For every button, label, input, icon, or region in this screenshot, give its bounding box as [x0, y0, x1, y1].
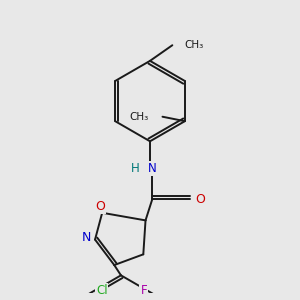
Text: F: F: [140, 284, 147, 297]
Text: O: O: [195, 193, 205, 206]
Text: CH₃: CH₃: [130, 112, 149, 122]
Text: O: O: [95, 200, 105, 214]
Text: CH₃: CH₃: [185, 40, 204, 50]
Text: Cl: Cl: [96, 284, 107, 297]
Text: H: H: [131, 162, 140, 175]
Text: N: N: [81, 231, 91, 244]
Text: N: N: [148, 162, 157, 175]
